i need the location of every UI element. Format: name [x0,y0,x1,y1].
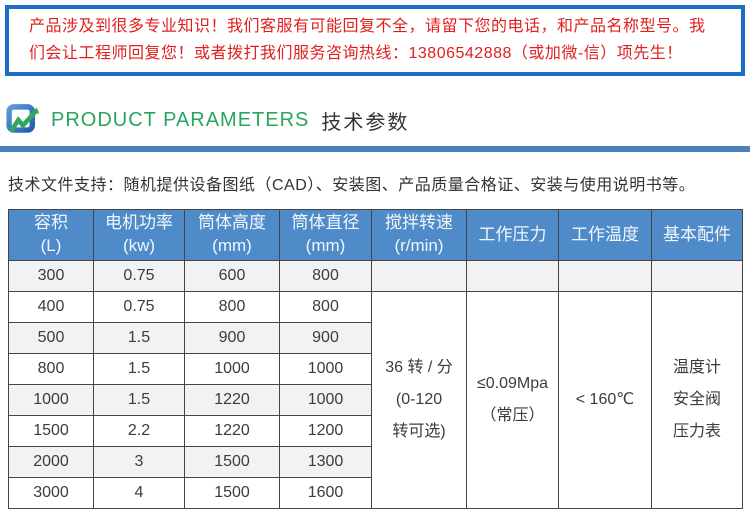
table-cell: 800 [184,291,280,324]
blue-divider [0,146,750,153]
table-cell: 1220 [184,384,280,417]
table-row: 1500 2.2 1220 1200 [8,415,743,448]
table-cell: 1000 [279,353,372,386]
table-cell: 1000 [8,384,94,417]
table-cell: 300 [8,260,94,293]
table-cell: 800 [279,291,372,324]
table-cell-empty [466,260,559,293]
parameters-table: 容积 (L) 电机功率 (kw) 筒体高度 (mm) 筒体直径 (mm) 搅拌转… [8,209,743,510]
col-header-motor-power: 电机功率 (kw) [93,209,185,262]
col-header-volume: 容积 (L) [8,209,94,262]
col-header-work-temperature: 工作温度 [558,209,652,262]
merged-cell-accessories: 温度计 安全阀 压力表 [651,291,743,510]
section-title-en: PRODUCT PARAMETERS [51,108,310,131]
table-cell: 800 [279,260,372,293]
table-cell: 1000 [279,384,372,417]
table-cell: 1300 [279,446,372,479]
table-cell: 500 [8,322,94,355]
table-cell: 2.2 [93,415,185,448]
table-cell: 900 [279,322,372,355]
table-cell-empty [651,260,743,293]
merged-cell-temperature: < 160℃ [558,291,652,510]
table-cell: 2000 [8,446,94,479]
table-cell: 1.5 [93,353,185,386]
col-header-accessories: 基本配件 [651,209,743,262]
table-cell: 0.75 [93,260,185,293]
table-cell: 1.5 [93,322,185,355]
logo-zigzag-icon [6,104,40,134]
table-cell: 600 [184,260,280,293]
table-row: 400 0.75 800 800 36 转 / 分 (0-120 转可选) ≤0… [8,291,743,510]
table-cell: 1500 [184,477,280,510]
intro-text: 技术文件支持：随机提供设备图纸（CAD）、安装图、产品质量合格证、安装与使用说明… [8,177,696,195]
table-cell: 1500 [184,446,280,479]
table-row: 300 0.75 600 800 [8,260,743,293]
table-cell: 1000 [184,353,280,386]
table-row: 3000 4 1500 1600 [8,477,743,510]
col-header-body-height: 筒体高度 (mm) [184,209,280,262]
table-cell: 1220 [184,415,280,448]
table-cell: 800 [8,353,94,386]
table-cell: 0.75 [93,291,185,324]
table-cell: 3000 [8,477,94,510]
col-header-stir-speed: 搅拌转速 (r/min) [371,209,467,262]
table-cell-empty [371,260,467,293]
col-header-work-pressure: 工作压力 [466,209,559,262]
table-cell: 1200 [279,415,372,448]
section-header: PRODUCT PARAMETERS 技术参数 [6,103,750,137]
table-cell: 1500 [8,415,94,448]
table-cell: 3 [93,446,185,479]
table-cell: 1600 [279,477,372,510]
merged-cell-pressure: ≤0.09Mpa （常压） [466,291,559,510]
table-row: 1000 1.5 1220 1000 [8,384,743,417]
table-cell: 400 [8,291,94,324]
notice-banner-text: 产品涉及到很多专业知识！我们客服有可能回复不全，请留下您的电话，和产品名称型号。… [29,18,706,63]
table-row: 500 1.5 900 900 [8,322,743,355]
table-header-row: 容积 (L) 电机功率 (kw) 筒体高度 (mm) 筒体直径 (mm) 搅拌转… [8,209,743,262]
col-header-body-diameter: 筒体直径 (mm) [279,209,372,262]
merged-cell-speed: 36 转 / 分 (0-120 转可选) [371,291,467,510]
table-cell: 900 [184,322,280,355]
table-cell-empty [558,260,652,293]
table-row: 2000 3 1500 1300 [8,446,743,479]
section-title-zh: 技术参数 [321,111,410,134]
table-row: 800 1.5 1000 1000 [8,353,743,386]
table-cell: 1.5 [93,384,185,417]
table-cell: 4 [93,477,185,510]
notice-banner: 产品涉及到很多专业知识！我们客服有可能回复不全，请留下您的电话，和产品名称型号。… [5,5,745,77]
